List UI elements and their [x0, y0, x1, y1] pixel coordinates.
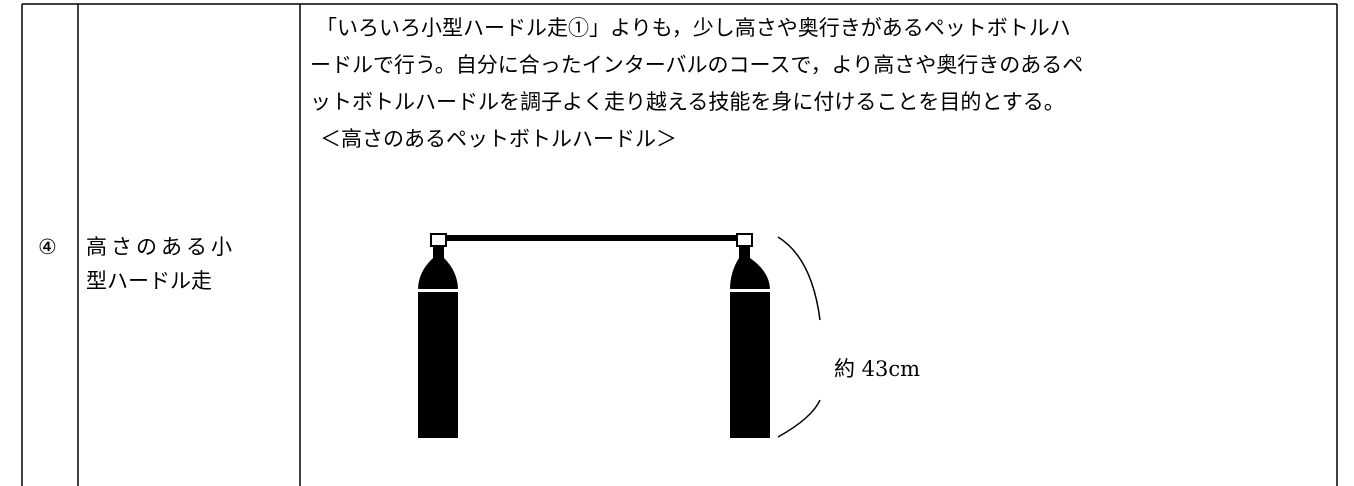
description-line: ードルで行う。自分に合ったインターバルのコースで，より高さや奥行きのあるペ [310, 53, 1084, 77]
hurdle-illustration [418, 233, 821, 469]
item-name: 高さのある小 [86, 235, 236, 259]
description-line: ットボトルハードルを調子よく走り越える技能を身に付けることを目的とする。 [310, 90, 1065, 114]
row-number: ④ [38, 235, 57, 259]
figure-caption: ＜高さのあるペットボトルハードル＞ [320, 127, 677, 151]
item-name: 型ハードル走 [86, 269, 212, 293]
height-label: 約 43cm [834, 357, 921, 381]
description-line: 「いろいろ小型ハードル走①」よりも，少し高さや奥行きがあるペットボトルハ [316, 16, 1071, 40]
